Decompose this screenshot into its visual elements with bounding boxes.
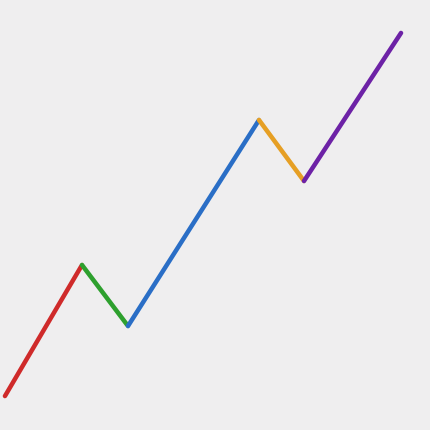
segment-wave-5 — [301, 30, 404, 184]
segment-wave-1 — [2, 262, 85, 399]
segment-wave-2 — [79, 262, 131, 329]
segment-wave-3 — [125, 117, 262, 329]
segment-wave-4 — [256, 117, 307, 184]
